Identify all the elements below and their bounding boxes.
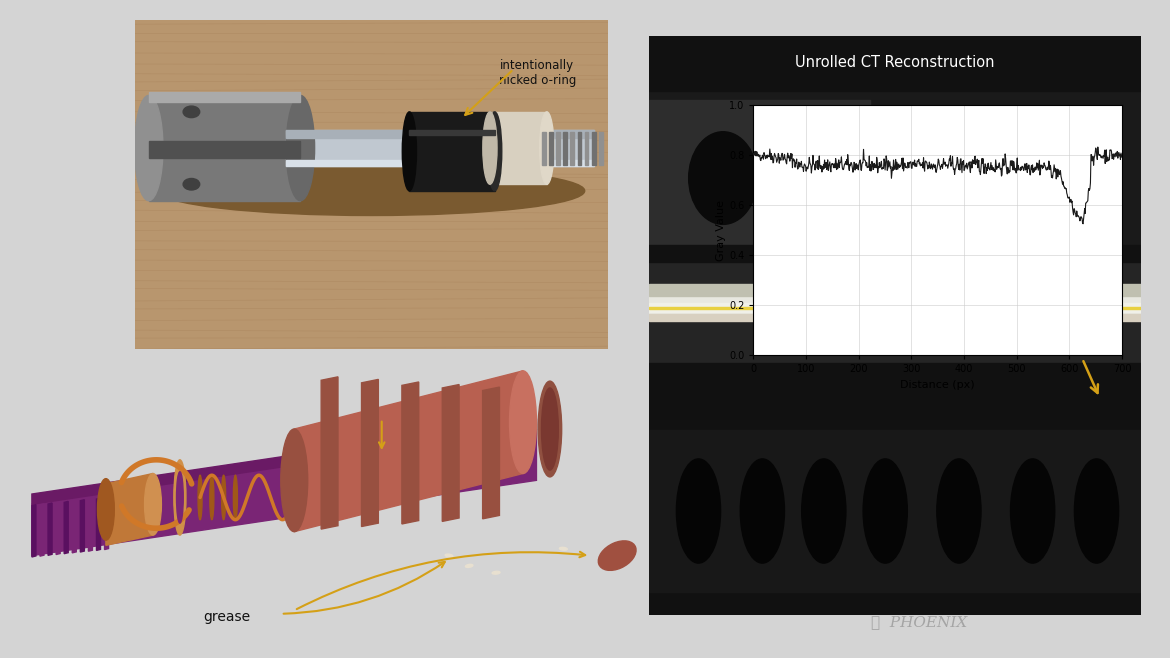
Ellipse shape: [1011, 459, 1055, 563]
Y-axis label: Gray Value: Gray Value: [716, 200, 727, 261]
Ellipse shape: [598, 541, 636, 570]
Bar: [556, 132, 560, 164]
Bar: [649, 307, 1141, 309]
Bar: [410, 112, 495, 191]
Ellipse shape: [145, 474, 161, 535]
Ellipse shape: [777, 135, 837, 222]
Ellipse shape: [559, 547, 567, 550]
Bar: [649, 295, 1141, 315]
Ellipse shape: [509, 371, 536, 474]
Ellipse shape: [863, 459, 908, 563]
Ellipse shape: [158, 166, 585, 216]
Bar: [649, 363, 1141, 615]
Bar: [578, 132, 581, 164]
Bar: [149, 95, 301, 201]
Polygon shape: [89, 499, 92, 551]
Bar: [599, 132, 603, 164]
Polygon shape: [362, 380, 378, 526]
Ellipse shape: [402, 112, 417, 191]
Bar: [549, 132, 553, 164]
Polygon shape: [105, 474, 153, 545]
Ellipse shape: [287, 95, 315, 201]
Polygon shape: [482, 387, 500, 519]
Bar: [649, 303, 1141, 312]
Ellipse shape: [135, 95, 163, 201]
Ellipse shape: [209, 475, 214, 520]
Bar: [542, 132, 546, 164]
Ellipse shape: [483, 112, 497, 184]
Ellipse shape: [539, 112, 553, 184]
Text: intentionally
nicked o-ring: intentionally nicked o-ring: [498, 59, 576, 88]
Text: 🦅  PHOENIX: 🦅 PHOENIX: [872, 615, 968, 629]
Polygon shape: [56, 502, 60, 555]
Ellipse shape: [488, 112, 502, 191]
Polygon shape: [32, 505, 36, 557]
Bar: [410, 130, 495, 135]
X-axis label: Distance (px): Distance (px): [901, 380, 975, 390]
Polygon shape: [32, 418, 536, 504]
Polygon shape: [81, 499, 84, 552]
Bar: [649, 100, 870, 245]
Bar: [585, 132, 589, 164]
Polygon shape: [401, 382, 419, 524]
Text: grease: grease: [204, 610, 250, 624]
Bar: [649, 91, 1141, 256]
Ellipse shape: [281, 429, 308, 532]
Polygon shape: [40, 504, 44, 556]
Bar: [287, 160, 594, 166]
Polygon shape: [73, 501, 76, 553]
Ellipse shape: [184, 178, 200, 190]
Ellipse shape: [493, 571, 500, 574]
Polygon shape: [32, 429, 536, 555]
Polygon shape: [104, 497, 109, 549]
Ellipse shape: [221, 475, 226, 520]
Ellipse shape: [445, 554, 453, 557]
Ellipse shape: [689, 132, 757, 224]
Bar: [149, 141, 301, 158]
Ellipse shape: [542, 388, 558, 470]
Ellipse shape: [466, 565, 473, 567]
Bar: [649, 284, 1141, 295]
Ellipse shape: [741, 459, 785, 563]
Ellipse shape: [801, 459, 846, 563]
Bar: [564, 132, 567, 164]
Bar: [490, 112, 546, 184]
Text: Unrolled CT Reconstruction: Unrolled CT Reconstruction: [796, 55, 994, 70]
Ellipse shape: [177, 472, 184, 523]
Polygon shape: [294, 371, 523, 532]
Ellipse shape: [174, 460, 186, 535]
Bar: [571, 132, 574, 164]
Bar: [287, 130, 594, 166]
Polygon shape: [321, 377, 338, 529]
Bar: [649, 36, 1141, 91]
Ellipse shape: [538, 381, 562, 477]
Polygon shape: [48, 503, 53, 555]
Bar: [649, 430, 1141, 592]
Ellipse shape: [97, 478, 115, 540]
Polygon shape: [64, 501, 68, 553]
Ellipse shape: [233, 475, 238, 520]
Bar: [592, 132, 596, 164]
Bar: [649, 245, 1141, 262]
Ellipse shape: [198, 475, 202, 520]
Ellipse shape: [184, 106, 200, 118]
Ellipse shape: [676, 459, 721, 563]
Ellipse shape: [937, 459, 980, 563]
Bar: [649, 262, 1141, 363]
Polygon shape: [442, 384, 459, 521]
Polygon shape: [96, 498, 101, 550]
Ellipse shape: [1074, 459, 1119, 563]
Bar: [649, 314, 1141, 321]
Bar: [149, 92, 301, 102]
Ellipse shape: [1061, 302, 1073, 315]
Bar: [287, 130, 594, 138]
